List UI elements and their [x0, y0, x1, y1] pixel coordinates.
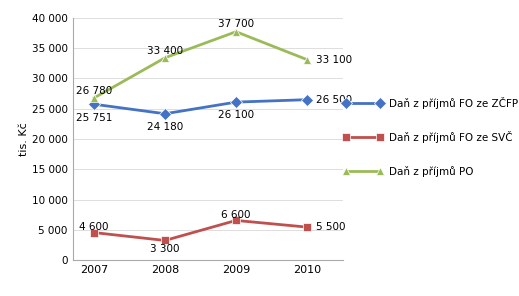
Text: 33 400: 33 400 [147, 46, 183, 56]
Daň z příjmů FO ze SVČ [162, 239, 168, 242]
Text: 26 100: 26 100 [218, 110, 254, 120]
Line: Daň z příjmů FO ze SVČ: Daň z příjmů FO ze SVČ [90, 216, 311, 244]
Text: Daň z příjmů PO: Daň z příjmů PO [389, 165, 473, 177]
Text: Daň z příjmů FO ze ZČFP: Daň z příjmů FO ze ZČFP [389, 97, 518, 109]
Daň z příjmů FO ze SVČ [304, 225, 310, 229]
Daň z příjmů PO [304, 58, 310, 61]
Text: 5 500: 5 500 [316, 222, 346, 232]
Daň z příjmů FO ze ZČFP [162, 112, 168, 115]
Y-axis label: tis. Kč: tis. Kč [19, 122, 29, 156]
Text: 26 780: 26 780 [76, 86, 112, 96]
Daň z příjmů FO ze SVČ [233, 219, 239, 222]
Daň z příjmů PO [91, 96, 97, 100]
Text: 33 100: 33 100 [316, 55, 352, 65]
Daň z příjmů PO [233, 30, 239, 33]
Daň z příjmů FO ze ZČFP [233, 100, 239, 104]
Line: Daň z příjmů FO ze ZČFP: Daň z příjmů FO ze ZČFP [90, 96, 311, 118]
Text: 6 600: 6 600 [221, 210, 251, 220]
Text: 24 180: 24 180 [147, 122, 183, 132]
Daň z příjmů FO ze ZČFP [304, 98, 310, 102]
Text: 25 751: 25 751 [76, 112, 112, 123]
Daň z příjmů FO ze ZČFP [91, 102, 97, 106]
Text: 26 500: 26 500 [316, 95, 352, 105]
Daň z příjmů PO [162, 56, 168, 59]
Line: Daň z příjmů PO: Daň z příjmů PO [90, 28, 311, 102]
Text: 3 300: 3 300 [150, 244, 180, 254]
Daň z příjmů FO ze SVČ [91, 231, 97, 234]
Text: Daň z příjmů FO ze SVČ: Daň z příjmů FO ze SVČ [389, 131, 512, 143]
Text: 37 700: 37 700 [218, 20, 254, 29]
Text: 4 600: 4 600 [79, 222, 108, 232]
